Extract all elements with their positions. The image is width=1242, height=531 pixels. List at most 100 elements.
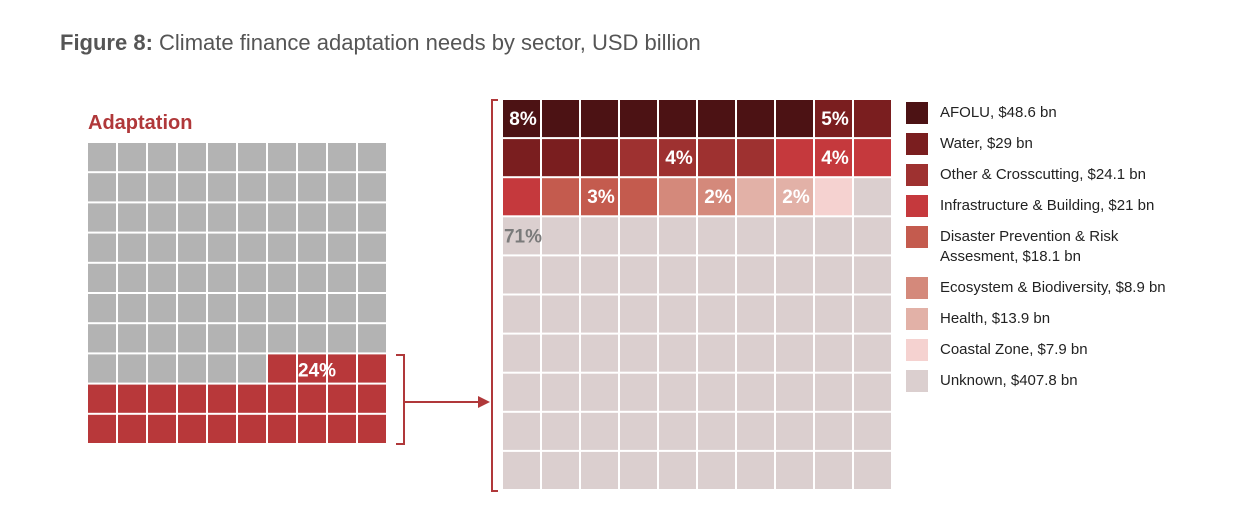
sector-cell [659,100,696,138]
adaptation-cell [178,294,206,323]
sector-cell [620,217,657,255]
legend-label: AFOLU, $48.6 bn [940,104,1057,121]
figure-caption: Climate finance adaptation needs by sect… [159,30,701,55]
sector-cell [815,451,852,489]
sector-cell [503,295,540,333]
adaptation-cell [268,263,296,292]
connector-group [396,99,498,492]
adaptation-cell [148,173,176,202]
adaptation-cell [268,324,296,353]
adaptation-cell [238,203,266,232]
sector-cell [854,256,891,294]
sector-cell [503,178,540,216]
sector-cell [776,295,813,333]
sector-cell [815,295,852,333]
sector-cell [737,178,774,216]
sector-cell [620,100,657,138]
sector-cell [698,256,735,294]
adaptation-cell-highlight [178,384,206,413]
sector-cell [503,373,540,411]
legend-label: Disaster Prevention & Risk Assesment, $18… [940,228,1119,265]
adaptation-cell [178,143,206,172]
sector-cell [542,178,579,216]
adaptation-cell [328,233,356,262]
sector-cell [542,217,579,255]
adaptation-cell [148,354,176,383]
adaptation-waffle: Adaptation 24% [88,112,386,443]
adaptation-cell-highlight [328,354,356,383]
arrow-head [478,396,490,408]
legend-label: Unknown, $407.8 bn [940,372,1078,389]
sector-cell [542,100,579,138]
sector-cell [659,139,696,177]
adaptation-cell [178,263,206,292]
adaptation-cell-highlight [328,414,356,443]
adaptation-cell [298,233,326,262]
adaptation-cell [118,233,146,262]
adaptation-cell-highlight [238,384,266,413]
adaptation-cell [178,354,206,383]
adaptation-cell [358,233,386,262]
sector-cell [776,178,813,216]
sector-cell [503,412,540,450]
adaptation-cell [358,203,386,232]
sector-cell [581,217,618,255]
adaptation-cell-highlight [148,414,176,443]
adaptation-cell-highlight [328,384,356,413]
adaptation-cell-highlight [358,414,386,443]
sector-cell [854,100,891,138]
sector-percent-label: 4% [665,148,693,169]
sector-cell [776,100,813,138]
sector-cell [854,178,891,216]
sector-cell [776,451,813,489]
adaptation-cell-highlight [238,414,266,443]
adaptation-cell [328,203,356,232]
sector-cell [503,139,540,177]
legend-swatch [906,308,928,330]
adaptation-cell [118,324,146,353]
adaptation-cell [268,233,296,262]
adaptation-cell [298,294,326,323]
sector-cell [776,373,813,411]
adaptation-cell [118,263,146,292]
sector-cell [620,334,657,372]
adaptation-cell [148,203,176,232]
adaptation-cell [118,354,146,383]
sector-cell [542,139,579,177]
sector-cell [620,295,657,333]
sector-cell [542,295,579,333]
sector-cell [542,451,579,489]
adaptation-cell [208,203,236,232]
adaptation-cell [88,354,116,383]
sector-cell [698,334,735,372]
sector-cell [815,139,852,177]
sector-cell [854,373,891,411]
sector-cell [776,256,813,294]
sector-cell [698,217,735,255]
legend-label: Other & Crosscutting, $24.1 bn [940,166,1146,183]
legend-label: Coastal Zone, $7.9 bn [940,341,1088,358]
sector-cell [737,451,774,489]
adaptation-cell [358,263,386,292]
sector-cell [854,451,891,489]
adaptation-cell-highlight [118,414,146,443]
sector-cell [581,178,618,216]
adaptation-cell [148,324,176,353]
adaptation-cell [328,263,356,292]
right-bracket [491,99,498,492]
adaptation-cell-highlight [88,414,116,443]
adaptation-cell-highlight [268,384,296,413]
sector-cell [620,139,657,177]
chart-title: Figure 8: Climate finance adaptation nee… [60,30,701,56]
adaptation-cell-highlight [268,414,296,443]
sector-cell [698,451,735,489]
sector-cell [698,373,735,411]
adaptation-cell-highlight [358,354,386,383]
sector-cell [776,139,813,177]
legend-label: Ecosystem & Biodiversity, $8.9 bn [940,279,1166,296]
sector-cell [698,178,735,216]
sector-cell [737,217,774,255]
sector-cell [659,451,696,489]
adaptation-cell [208,324,236,353]
adaptation-cell [298,143,326,172]
